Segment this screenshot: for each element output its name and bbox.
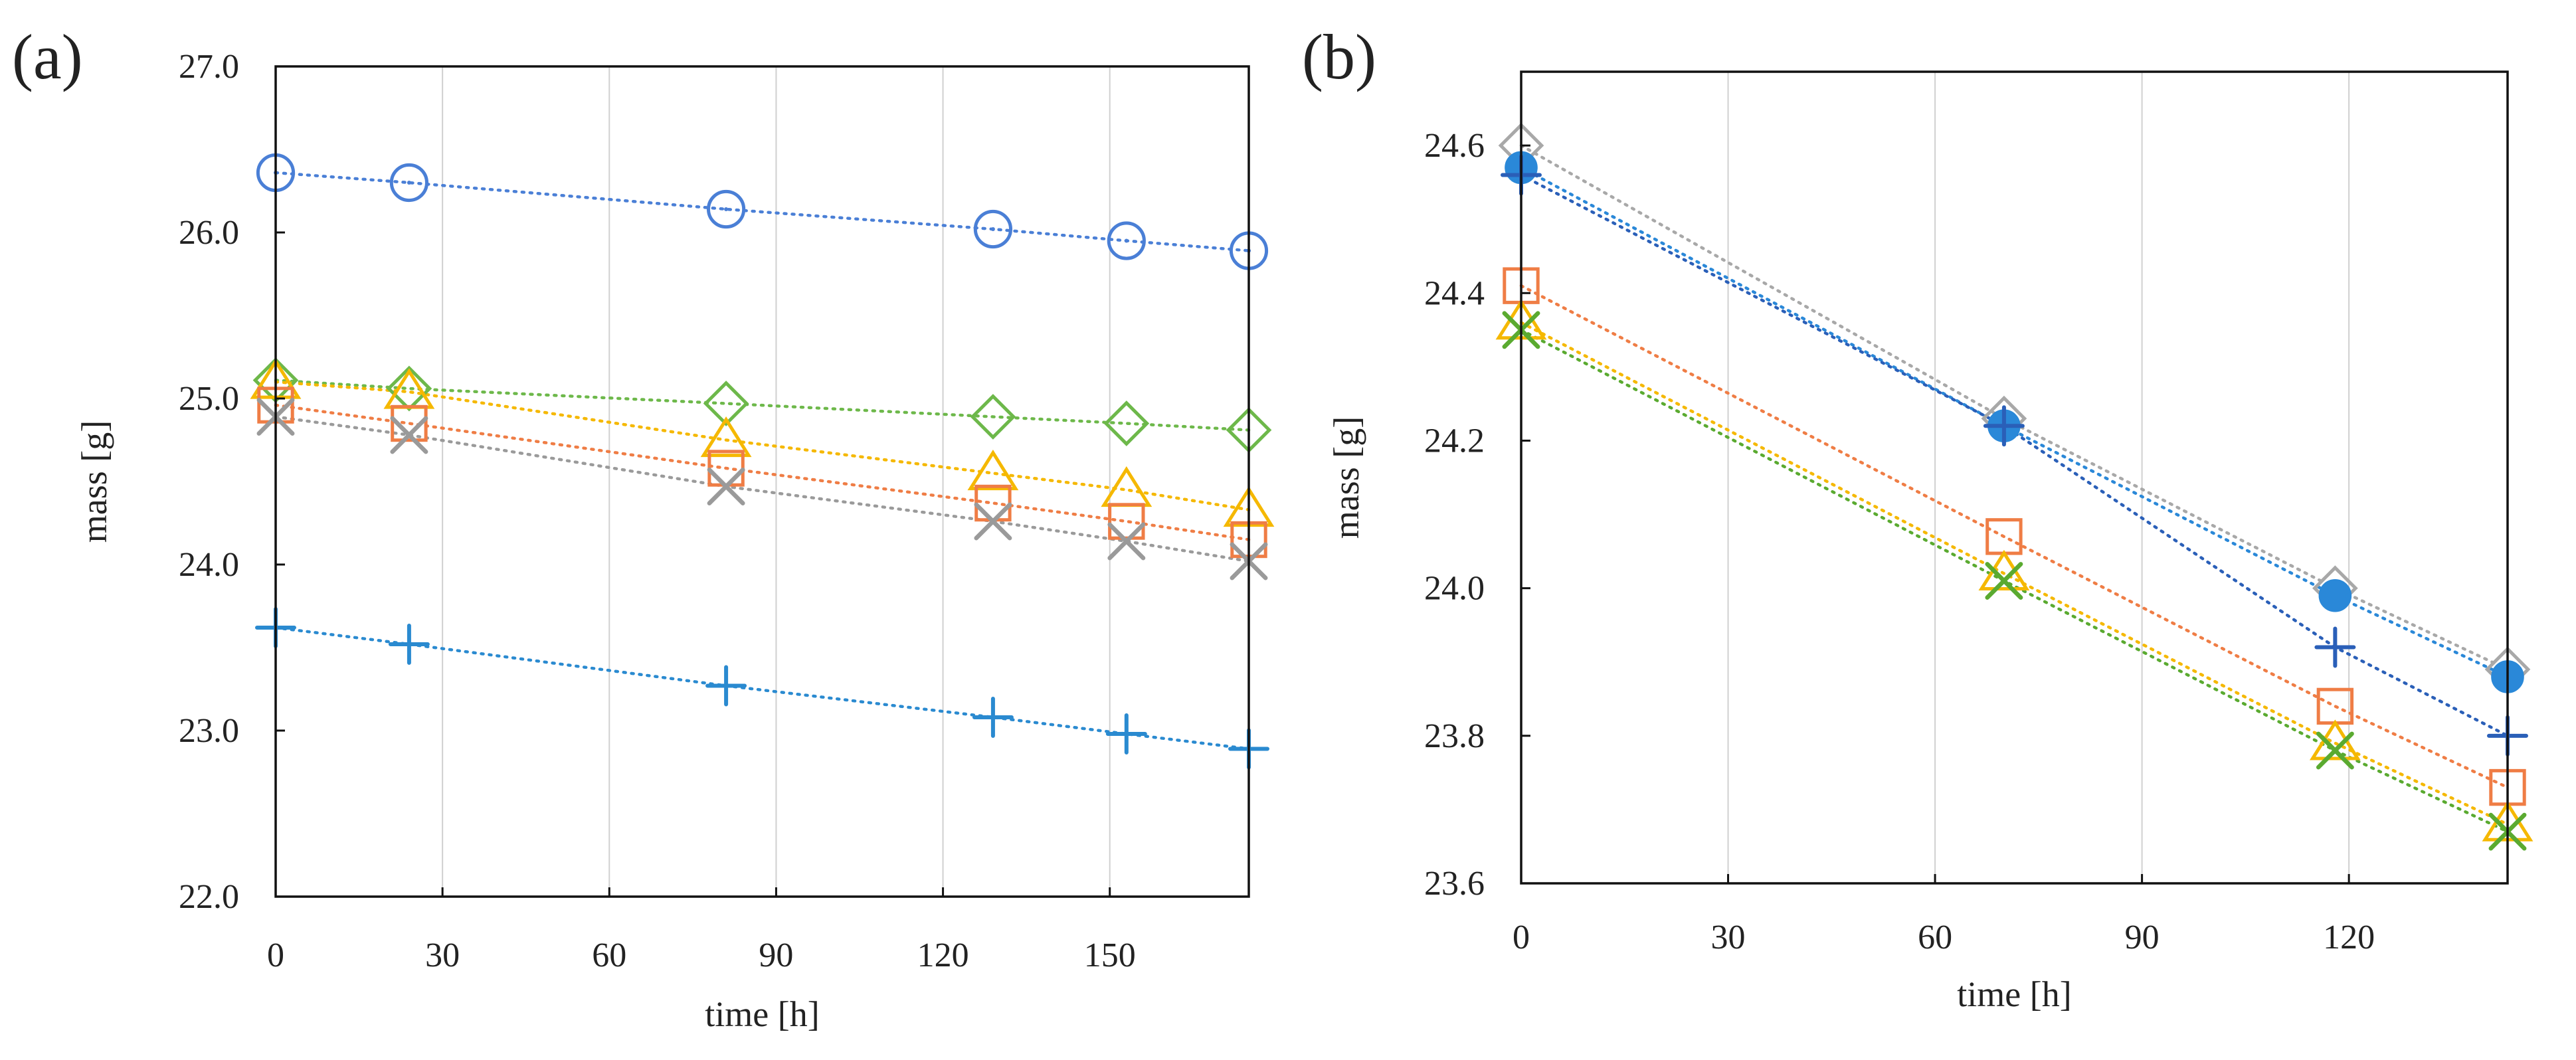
y-tick-label: 22.0 bbox=[179, 878, 239, 916]
y-tick-label: 24.6 bbox=[1424, 127, 1485, 165]
marker-x-2 bbox=[2316, 731, 2354, 770]
marker-circle-2-center bbox=[724, 207, 729, 211]
y-tick-label: 26.0 bbox=[179, 214, 239, 252]
x-tick-label: 30 bbox=[1711, 919, 1746, 956]
marker-plus-1 bbox=[388, 624, 430, 665]
series-line-plus bbox=[1519, 173, 2510, 738]
x-tick-label: 0 bbox=[267, 936, 284, 974]
marker-diamond-4 bbox=[1103, 400, 1150, 446]
marker-circle-2 bbox=[706, 189, 746, 229]
y-tick-label: 23.8 bbox=[1424, 717, 1485, 755]
panel-label: (a) bbox=[12, 21, 83, 92]
marker-diamond-3 bbox=[970, 394, 1016, 440]
series-line-plus bbox=[274, 626, 1251, 751]
y-tick-label: 23.6 bbox=[1424, 865, 1485, 903]
chart-panel-1: 23.6 23.8 24.0 24.2 24.4 24.6 0 30 60 90 120 time [… bbox=[1302, 21, 2533, 1014]
x-tick-label: 60 bbox=[592, 936, 626, 974]
series-line-triangle bbox=[274, 380, 1251, 511]
x-tick-label: 120 bbox=[917, 936, 969, 974]
series-line-triangle bbox=[1519, 321, 2510, 826]
marker-x-1 bbox=[390, 416, 428, 454]
series-line-x bbox=[1519, 328, 2510, 834]
y-tick-label: 24.0 bbox=[1424, 570, 1485, 608]
marker-filled-circle-2 bbox=[2318, 578, 2352, 612]
series-line-square bbox=[274, 403, 1251, 541]
marker-square-1 bbox=[391, 404, 428, 442]
plot-frame bbox=[274, 65, 1250, 898]
x-tick-label: 30 bbox=[425, 936, 460, 974]
y-axis-title: mass [g] bbox=[74, 420, 114, 543]
marker-circle-3 bbox=[973, 209, 1013, 249]
marker-triangle-3 bbox=[967, 450, 1019, 491]
series-line-circle bbox=[274, 171, 1251, 252]
marker-plus-4 bbox=[1105, 713, 1147, 754]
marker-circle-4-center bbox=[1124, 238, 1129, 243]
panel-label: (b) bbox=[1302, 21, 1376, 92]
y-tick-label: 23.0 bbox=[179, 712, 239, 750]
y-axis-title: mass [g] bbox=[1327, 416, 1366, 539]
marker-diamond-2 bbox=[703, 381, 749, 426]
marker-triangle-4 bbox=[1101, 466, 1152, 507]
x-tick-label: 90 bbox=[2125, 919, 2160, 956]
y-tick-label: 24.0 bbox=[179, 546, 239, 584]
series-line-filled-circle bbox=[1519, 166, 2510, 679]
y-tick-label: 25.0 bbox=[179, 380, 239, 418]
marker-plus-3 bbox=[972, 697, 1014, 738]
series-line-diamond bbox=[1519, 143, 2510, 671]
marker-x-2 bbox=[707, 468, 745, 505]
x-tick-label: 90 bbox=[759, 936, 793, 974]
y-tick-label: 27.0 bbox=[179, 48, 239, 86]
marker-plus-1 bbox=[1983, 405, 2025, 447]
marker-x-3 bbox=[974, 502, 1012, 541]
x-tick-label: 150 bbox=[1084, 936, 1136, 974]
y-tick-label: 24.4 bbox=[1424, 274, 1485, 312]
marker-square-4 bbox=[1108, 503, 1145, 540]
marker-triangle-1 bbox=[383, 368, 435, 409]
marker-circle-4 bbox=[1107, 221, 1146, 260]
x-tick-label: 120 bbox=[2323, 919, 2375, 956]
y-tick-label: 24.2 bbox=[1424, 422, 1485, 460]
marker-diamond-1 bbox=[386, 365, 432, 412]
series-markers-diamond bbox=[1498, 122, 2531, 693]
plot-frame bbox=[1520, 70, 2509, 885]
marker-circle-1 bbox=[389, 163, 429, 203]
marker-plus-2 bbox=[705, 665, 747, 707]
series-line-x bbox=[274, 415, 1251, 563]
x-tick-label: 60 bbox=[1918, 919, 1952, 956]
series-markers-plus bbox=[255, 607, 1269, 770]
x-tick-label: 0 bbox=[1513, 919, 1530, 956]
series-markers-triangle bbox=[250, 358, 1275, 527]
marker-x-4 bbox=[1107, 522, 1146, 561]
marker-plus-2 bbox=[2314, 626, 2356, 668]
marker-x-1 bbox=[1985, 562, 2023, 600]
x-axis-title: time [h] bbox=[705, 994, 819, 1034]
chart-panel-0: 22.0 23.0 24.0 25.0 26.0 27.0 0 30 60 90 120 150 tim… bbox=[12, 21, 1275, 1034]
marker-circle-3-center bbox=[990, 227, 995, 231]
x-axis-title: time [h] bbox=[1957, 974, 2071, 1014]
series-line-square bbox=[1519, 284, 2510, 789]
marker-circle-1-center bbox=[407, 181, 411, 185]
marker-triangle-2 bbox=[700, 416, 752, 458]
